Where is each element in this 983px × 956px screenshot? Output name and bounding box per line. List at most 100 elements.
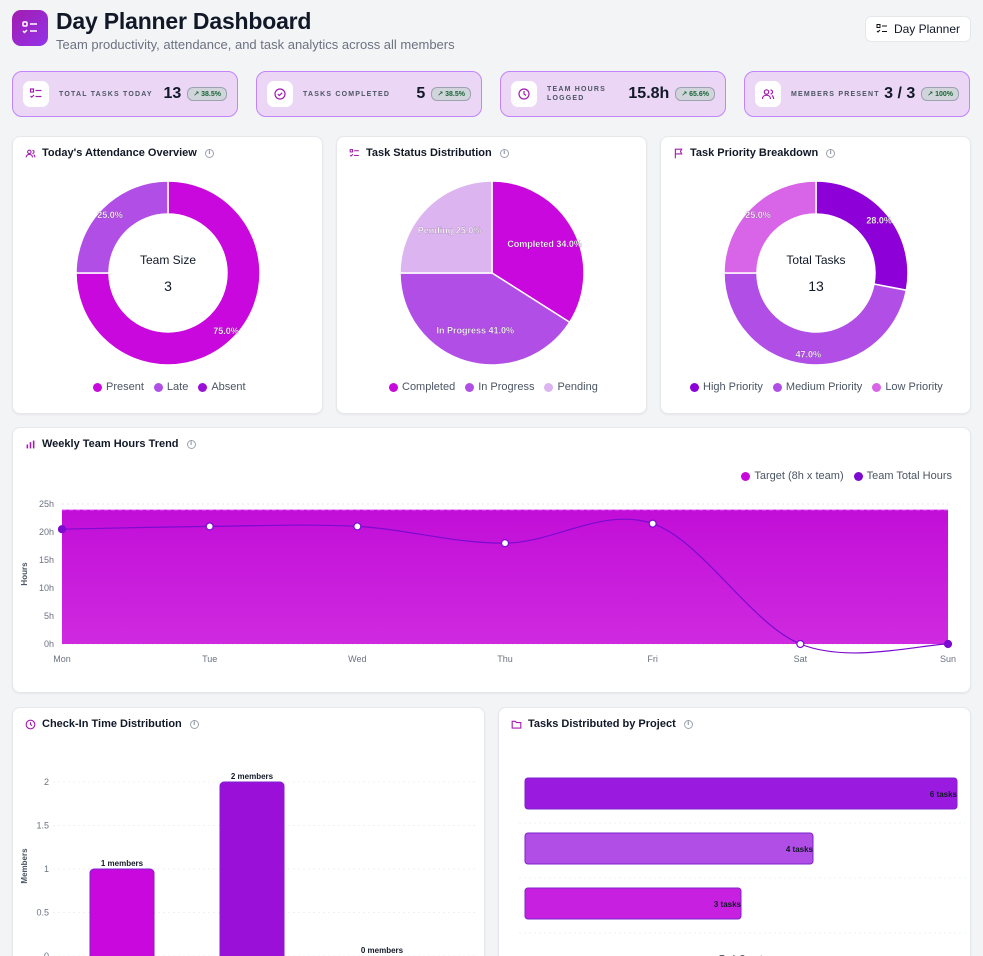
checkin-bar[interactable] [219,781,285,956]
slice-late[interactable] [75,180,169,274]
team-hours-point[interactable] [205,522,214,531]
kpi-tasks-completed: TASKS COMPLETED 5 ↗ 38.5% [256,71,482,117]
slice-high[interactable] [815,180,909,292]
attendance-card: Today's Attendance Overview i Team Size … [12,136,323,414]
legend-item-medium[interactable]: Medium Priority [772,381,862,393]
info-icon[interactable]: i [189,719,199,729]
circle-check-icon [267,81,293,107]
kpi-badge: ↗ 100% [921,87,959,101]
card-title: Check-In Time Distribution [42,718,182,730]
x-tick-label: Fri [647,654,658,664]
team-hours-point[interactable] [500,539,510,548]
clock-icon [511,81,537,107]
day-planner-button-label: Day Planner [893,22,960,36]
donut-center-value: 3 [164,278,172,294]
y-tick-label: 0 [44,951,49,956]
x-tick-label: Thu [497,654,513,664]
bar-value-label: 1 members [101,859,144,868]
legend-item-team-hours[interactable]: Team Total Hours [853,470,952,482]
legend-item-target[interactable]: Target (8h x team) [741,470,844,482]
x-axis-label: Task Count [720,954,763,956]
y-tick-label: 0h [44,639,54,649]
y-tick-label: 1.5 [36,821,49,831]
slice-in-progress[interactable] [399,272,571,366]
page-title: Day Planner Dashboard [56,8,312,34]
kpi-label: TOTAL TASKS TODAY [59,90,153,98]
slice-present[interactable] [75,180,261,366]
y-tick-label: 25h [39,499,54,509]
kpi-value: 15.8h [628,85,670,102]
page-subtitle: Team productivity, attendance, and task … [56,37,455,52]
y-tick-label: 15h [39,555,54,565]
list-check-icon [23,81,49,107]
project-bar[interactable] [524,887,742,920]
weekly-area-chart: 0h 5h 10h 15h 20h 25h Mon Tue Wed Thu Fri Sat Sun Hou… [20,499,956,664]
kpi-label: MEMBERS PRESENT [791,90,880,98]
day-planner-button[interactable]: Day Planner [864,16,971,42]
info-icon[interactable]: i [186,439,196,449]
kpi-value: 13 [163,85,182,102]
projects-card: Tasks Distributed by Project i 6 tasks 4 … [498,707,971,956]
priority-donut-chart: Total Tasks 13 28.0% 47.0% 25.0% [723,180,909,366]
legend-item-in-progress[interactable]: In Progress [465,381,534,393]
legend-item-low[interactable]: Low Priority [872,381,943,393]
dashboard-header: Day Planner Dashboard Team productivity,… [12,8,971,54]
y-axis-label: Hours [20,562,29,586]
checkin-bar-chart: 0 0.5 1 1.5 2 Members 1 members 2 members 0 mem… [20,772,478,956]
priority-legend: High Priority Medium Priority Low Priori… [690,381,943,393]
slice-label: 75.0% [213,326,239,336]
list-check-icon [876,24,887,33]
status-legend: Completed In Progress Pending [389,381,598,393]
legend-item-high[interactable]: High Priority [690,381,763,393]
team-hours-point[interactable] [943,639,953,649]
info-icon[interactable]: i [683,719,693,729]
slice-label: 28.0% [866,216,892,226]
y-axis-label: Members [20,848,29,884]
slice-label: 25.0% [745,210,771,220]
slice-pending[interactable] [399,180,493,274]
kpi-value: 5 [416,85,426,102]
priority-card: Task Priority Breakdown i Total Tasks 13… [660,136,971,414]
donut-center-label: Total Tasks [786,253,845,267]
slice-label: 47.0% [796,350,822,360]
team-hours-point[interactable] [57,525,67,534]
team-hours-point[interactable] [796,639,805,649]
bar-value-label: 0 members [361,946,404,955]
legend-item-late[interactable]: Late [153,381,188,393]
slice-label: 25.0% [97,210,123,220]
legend-item-absent[interactable]: Absent [198,381,246,393]
legend-item-present[interactable]: Present [93,381,144,393]
bar-value-label: 6 tasks [930,790,958,799]
checkin-bar[interactable] [89,868,155,956]
info-icon[interactable]: i [826,148,836,158]
projects-bar-chart: 6 tasks 4 tasks 3 tasks Task Count [519,777,965,956]
project-bar[interactable] [524,777,958,810]
slice-medium[interactable] [723,272,908,366]
y-tick-label: 2 [44,777,49,787]
kpi-team-hours: TEAM HOURS LOGGED 15.8h ↗ 65.6% [500,71,726,117]
users-icon [755,81,781,107]
app-logo-icon [12,10,48,46]
checkin-card: Check-In Time Distribution i 0 0.5 1 1.5 2 Me… [12,707,485,956]
bar-value-label: 3 tasks [714,900,742,909]
kpi-total-tasks: TOTAL TASKS TODAY 13 ↗ 38.5% [12,71,238,117]
legend-item-completed[interactable]: Completed [389,381,455,393]
kpi-members-present: MEMBERS PRESENT 3 / 3 ↗ 100% [744,71,970,117]
card-title: Weekly Team Hours Trend [42,438,179,450]
weekly-hours-card: Weekly Team Hours Trend i Target (8h x t… [12,427,971,693]
slice-low[interactable] [723,180,817,274]
slice-completed[interactable] [491,180,585,324]
x-tick-label: Wed [348,654,366,664]
bar-chart-icon [26,440,35,448]
info-icon[interactable]: i [204,148,214,158]
project-bar[interactable] [524,832,814,865]
weekly-legend: Target (8h x team) Team Total Hours [741,470,952,482]
legend-item-pending[interactable]: Pending [544,381,598,393]
info-icon[interactable]: i [499,148,509,158]
x-tick-label: Sat [794,654,808,664]
bar-value-label: 4 tasks [786,845,814,854]
team-hours-point[interactable] [648,519,657,528]
card-title: Task Priority Breakdown [690,147,819,159]
card-title: Tasks Distributed by Project [528,718,676,730]
team-hours-point[interactable] [353,522,362,531]
